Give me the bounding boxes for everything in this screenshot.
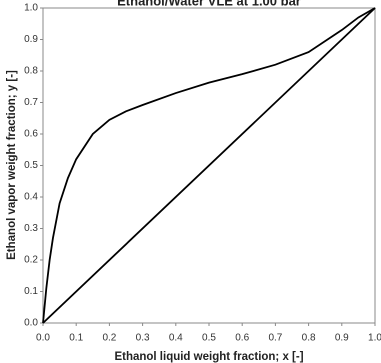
x-tick-label: 0.7 bbox=[268, 333, 282, 344]
x-tick-label: 0.6 bbox=[235, 333, 249, 344]
x-tick-label: 0.8 bbox=[302, 333, 316, 344]
x-tick-label: 0.0 bbox=[36, 333, 50, 344]
x-tick-label: 0.3 bbox=[136, 333, 150, 344]
x-tick-label: 0.2 bbox=[102, 333, 116, 344]
y-tick-label: 0.3 bbox=[24, 223, 38, 234]
chart-title: Ethanol/Water VLE at 1.00 bar bbox=[117, 0, 301, 8]
y-tick-label: 0.4 bbox=[24, 192, 38, 203]
x-tick-label: 0.4 bbox=[169, 333, 183, 344]
x-tick-label: 0.9 bbox=[335, 333, 349, 344]
y-tick-label: 0.2 bbox=[24, 255, 38, 266]
y-tick-label: 0.0 bbox=[24, 318, 38, 329]
y-tick-label: 0.7 bbox=[24, 97, 38, 108]
y-tick-label: 0.8 bbox=[24, 66, 38, 77]
y-tick-label: 0.5 bbox=[24, 160, 38, 171]
line bbox=[42, 7, 376, 324]
y-tick-label: 0.9 bbox=[24, 34, 38, 45]
y-tick-label: 0.1 bbox=[24, 286, 38, 297]
y-tick-label: 1.0 bbox=[24, 3, 38, 14]
x-axis-label: Ethanol liquid weight fraction; x [-] bbox=[114, 351, 303, 363]
x-tick-label: 0.5 bbox=[202, 333, 216, 344]
x-tick-label: 1.0 bbox=[368, 333, 381, 344]
y-tick-label: 0.6 bbox=[24, 129, 38, 140]
line bbox=[42, 7, 376, 324]
y-axis-label: Ethanol vapor weight fraction; y [-] bbox=[6, 70, 18, 260]
x-tick-label: 0.1 bbox=[69, 333, 83, 344]
